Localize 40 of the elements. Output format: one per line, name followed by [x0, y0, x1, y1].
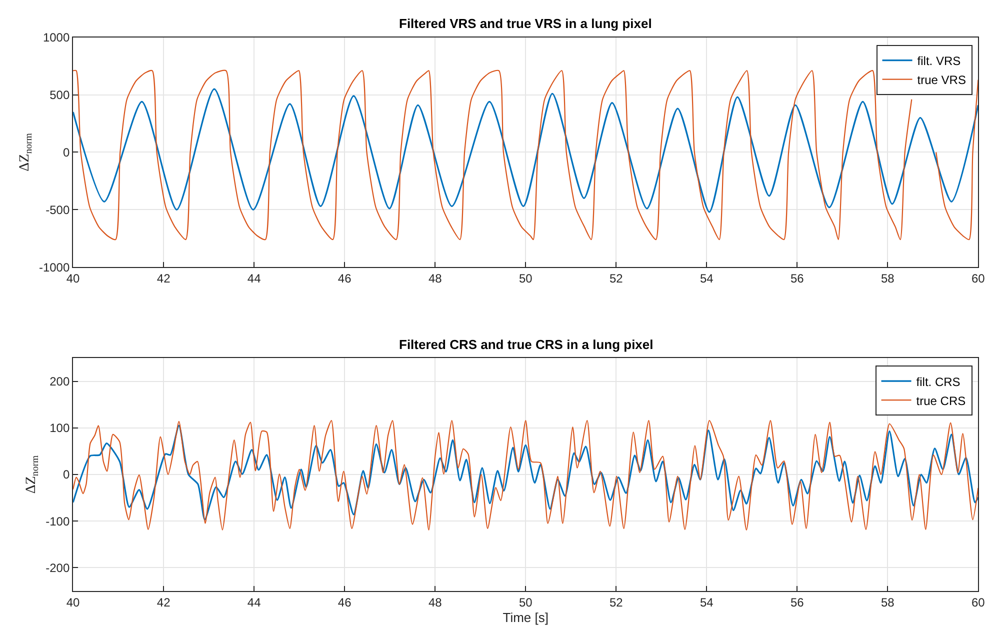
- x-tick-label: 54: [700, 595, 714, 610]
- x-tick-label: 52: [609, 595, 624, 610]
- x-tick-label: 46: [338, 595, 352, 610]
- y-tick-label: 500: [50, 88, 70, 102]
- y-tick-label: -500: [46, 202, 70, 217]
- legend-label: filt. VRS: [917, 54, 961, 68]
- chart-title: Filtered CRS and true CRS in a lung pixel: [399, 337, 654, 352]
- y-tick-label: 0: [62, 468, 70, 482]
- x-tick-label: 60: [972, 272, 986, 286]
- x-tick-label: 40: [66, 595, 80, 610]
- x-tick-label: 58: [880, 595, 895, 610]
- x-tick-label: 58: [880, 272, 895, 286]
- x-tick-label: 50: [518, 595, 533, 610]
- y-tick-label: 100: [50, 421, 70, 436]
- x-tick-label: 42: [156, 272, 171, 286]
- y-tick-label: -1000: [38, 260, 70, 274]
- x-tick-label: 42: [156, 595, 171, 610]
- x-tick-label: 40: [66, 272, 80, 286]
- legend-label: true CRS: [916, 394, 966, 408]
- line-series: [73, 88, 978, 213]
- y-tick-label: 1000: [42, 30, 70, 45]
- x-tick-label: 48: [428, 272, 442, 286]
- y-tick-label: 0: [62, 145, 70, 160]
- x-tick-label: 56: [790, 595, 804, 610]
- x-tick-label: 44: [247, 595, 262, 610]
- legend-label: true VRS: [917, 72, 966, 87]
- y-tick-label: 200: [50, 374, 70, 389]
- x-tick-label: 60: [972, 595, 986, 610]
- x-tick-label: 46: [338, 272, 352, 286]
- y-tick-label: -100: [46, 514, 70, 528]
- x-tick-label: 48: [428, 595, 442, 610]
- x-tick-label: 52: [609, 272, 624, 286]
- x-tick-label: 56: [790, 272, 804, 286]
- legend-label: filt. CRS: [916, 374, 960, 389]
- x-tick-label: 54: [700, 272, 714, 286]
- y-tick-label: -200: [46, 560, 70, 575]
- x-tick-label: 50: [518, 272, 533, 286]
- x-axis-title: Time [s]: [502, 610, 548, 625]
- x-tick-label: 44: [247, 272, 262, 286]
- chart-title: Filtered VRS and true VRS in a lung pixel: [399, 16, 652, 31]
